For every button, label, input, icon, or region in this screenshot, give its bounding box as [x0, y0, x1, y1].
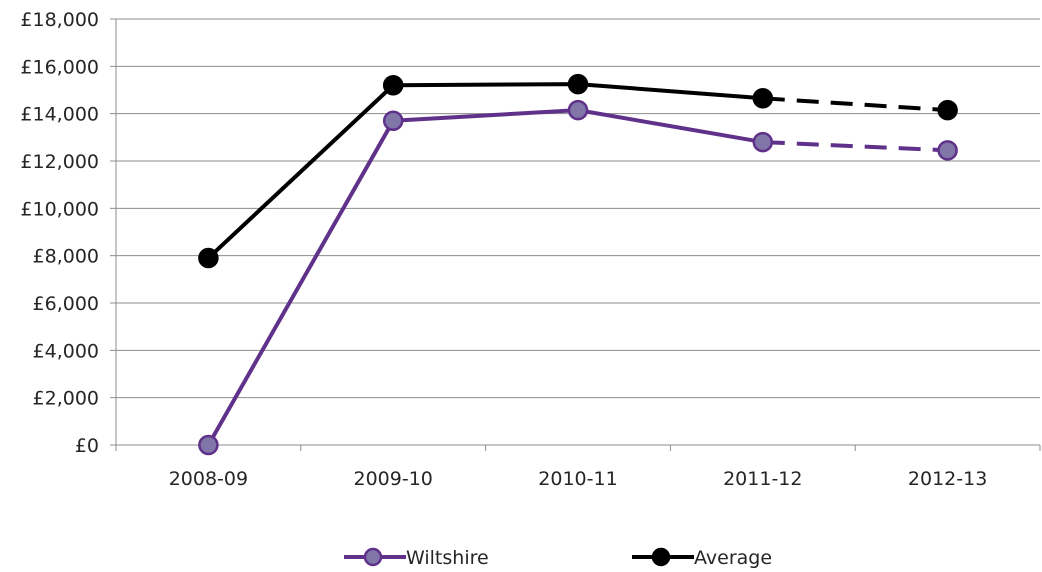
series-lines	[206, 82, 948, 446]
gridlines	[116, 18, 1040, 399]
data-point-average	[567, 73, 589, 95]
data-point-average	[382, 75, 404, 96]
data-point-average	[752, 88, 774, 109]
data-point-wiltshire	[567, 99, 589, 121]
x-tick-label: 2008-09	[169, 468, 248, 490]
y-tick-label: £4,000	[33, 340, 99, 362]
y-tick-labels: £0 £2,000 £4,000 £6,000 £8,000 £10,000 £12,000…	[20, 9, 99, 457]
y-tick-label: £6,000	[33, 293, 99, 315]
data-point-average	[198, 247, 219, 269]
y-tick-label: £14,000	[20, 104, 99, 126]
y-tick-label: £10,000	[20, 198, 99, 220]
data-point-wiltshire	[937, 140, 958, 161]
legend: Wiltshire Average	[344, 547, 772, 569]
legend-label-average: Average	[694, 547, 772, 569]
x-tick-label: 2011-12	[723, 468, 802, 490]
legend-label-wiltshire: Wiltshire	[406, 547, 489, 569]
x-tick-label: 2012-13	[908, 468, 987, 490]
y-tick-label: £0	[75, 435, 99, 457]
series-markers	[198, 73, 958, 456]
legend-marker-wiltshire	[363, 547, 383, 567]
axes	[110, 18, 1041, 451]
data-point-average	[937, 99, 958, 121]
y-tick-label: £12,000	[20, 151, 99, 173]
series-line-wiltshire	[206, 108, 764, 446]
series-line-projected-average	[762, 96, 948, 113]
x-tick-label: 2010-11	[538, 468, 617, 490]
y-tick-label: £2,000	[33, 388, 99, 410]
data-point-wiltshire	[752, 131, 774, 153]
data-point-wiltshire	[382, 110, 404, 132]
legend-marker-average	[651, 547, 671, 567]
x-tick-labels: 2008-09 2009-10 2010-11 2011-12 2012-13	[169, 468, 988, 490]
y-tick-label: £16,000	[20, 56, 99, 78]
x-tick-label: 2009-10	[354, 468, 433, 490]
series-line-average	[207, 82, 763, 260]
y-tick-label: £8,000	[33, 246, 99, 268]
data-point-wiltshire	[198, 434, 219, 456]
series-line-projected-wiltshire	[762, 140, 948, 153]
y-tick-label: £18,000	[20, 9, 99, 31]
